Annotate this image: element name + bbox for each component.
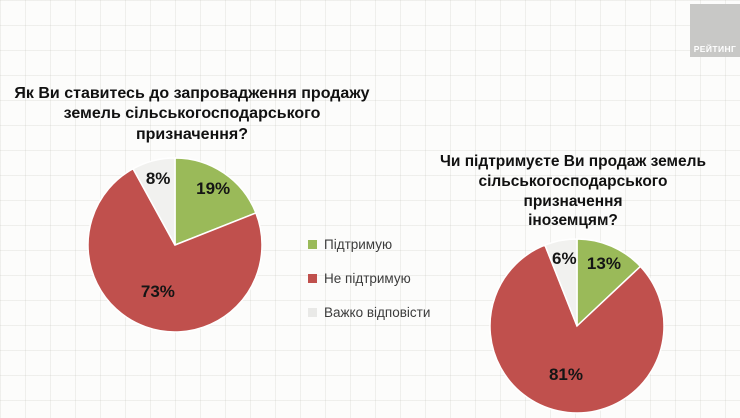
pie-slice-support bbox=[174, 157, 257, 247]
pie-chart-left: 19% 73% 8% bbox=[75, 145, 275, 345]
pie-slice-hard-to-say bbox=[132, 157, 176, 246]
pie-slice-oppose bbox=[489, 244, 665, 414]
rating-group-logo-label: РЕЙТИНГ bbox=[693, 44, 737, 54]
legend-item-hard-to-say: Важко відповісти bbox=[308, 302, 430, 322]
legend-swatch-hard-to-say-icon bbox=[308, 307, 317, 317]
pie-slice-hard-to-say bbox=[543, 238, 578, 327]
legend-swatch-support-icon bbox=[308, 239, 317, 249]
legend-label-support: Підтримую bbox=[324, 236, 393, 252]
pie-chart-right: 13% 81% 6% bbox=[477, 226, 677, 418]
pie-chart-right-svg bbox=[489, 238, 665, 414]
chart-legend: Підтримую Не підтримую Важко відповісти bbox=[308, 234, 430, 336]
pie-value-label-hard-to-say: 6% bbox=[551, 249, 577, 269]
legend-label-hard-to-say: Важко відповісти bbox=[324, 304, 431, 320]
pie-value-label-support: 19% bbox=[196, 178, 231, 198]
legend-item-support: Підтримую bbox=[308, 234, 430, 254]
rating-group-logo: РЕЙТИНГ bbox=[690, 4, 740, 57]
question-title-right: Чи підтримуєте Ви продаж земель сільсько… bbox=[439, 153, 707, 230]
pie-value-label-oppose: 81% bbox=[548, 365, 583, 385]
question-title-left: Як Ви ставитесь до запровадження продажу… bbox=[14, 85, 370, 143]
legend-item-oppose: Не підтримую bbox=[308, 268, 430, 288]
pie-slice-oppose bbox=[87, 167, 263, 333]
pie-value-label-support: 13% bbox=[586, 253, 621, 273]
pie-chart-left-svg bbox=[87, 157, 263, 333]
legend-label-oppose: Не підтримую bbox=[324, 270, 411, 286]
legend-swatch-oppose-icon bbox=[308, 273, 317, 283]
pie-slice-support bbox=[576, 238, 642, 328]
pie-value-label-oppose: 73% bbox=[140, 282, 175, 302]
pie-value-label-hard-to-say: 8% bbox=[145, 169, 171, 189]
